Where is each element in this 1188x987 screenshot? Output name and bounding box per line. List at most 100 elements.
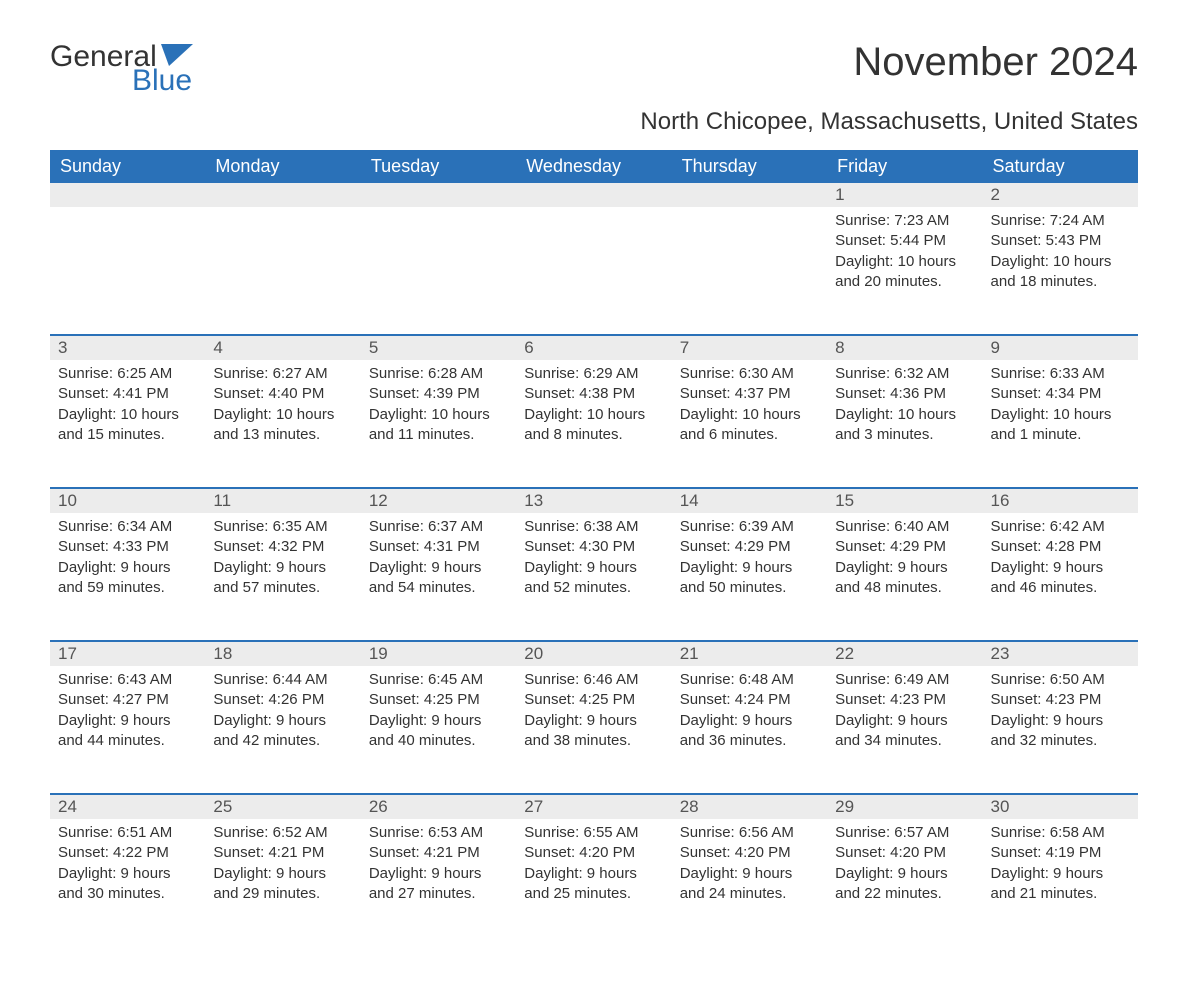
daylight-line: Daylight: 10 hours and 13 minutes. bbox=[213, 405, 352, 446]
day-number: 22 bbox=[827, 641, 982, 666]
sunset-line: Sunset: 4:38 PM bbox=[524, 384, 663, 404]
sunset-line: Sunset: 4:22 PM bbox=[58, 843, 197, 863]
day-details: Sunrise: 6:49 AMSunset: 4:23 PMDaylight:… bbox=[827, 666, 982, 761]
day-details: Sunrise: 6:32 AMSunset: 4:36 PMDaylight:… bbox=[827, 360, 982, 455]
day-cell: Sunrise: 6:56 AMSunset: 4:20 PMDaylight:… bbox=[672, 819, 827, 947]
day-number: 18 bbox=[205, 641, 360, 666]
day-details: Sunrise: 7:24 AMSunset: 5:43 PMDaylight:… bbox=[983, 207, 1138, 302]
daylight-line: Daylight: 10 hours and 20 minutes. bbox=[835, 252, 974, 293]
day-number: 7 bbox=[672, 335, 827, 360]
day-details: Sunrise: 6:45 AMSunset: 4:25 PMDaylight:… bbox=[361, 666, 516, 761]
day-cell: Sunrise: 7:24 AMSunset: 5:43 PMDaylight:… bbox=[983, 207, 1138, 335]
sunrise-line: Sunrise: 6:42 AM bbox=[991, 517, 1130, 537]
sunrise-line: Sunrise: 6:38 AM bbox=[524, 517, 663, 537]
daylight-line: Daylight: 9 hours and 48 minutes. bbox=[835, 558, 974, 599]
sunrise-line: Sunrise: 6:33 AM bbox=[991, 364, 1130, 384]
sunrise-line: Sunrise: 6:56 AM bbox=[680, 823, 819, 843]
day-cell: Sunrise: 6:27 AMSunset: 4:40 PMDaylight:… bbox=[205, 360, 360, 488]
day-number: 27 bbox=[516, 794, 671, 819]
day-cell: Sunrise: 6:43 AMSunset: 4:27 PMDaylight:… bbox=[50, 666, 205, 794]
empty-cell bbox=[672, 183, 827, 207]
day-cell: Sunrise: 6:38 AMSunset: 4:30 PMDaylight:… bbox=[516, 513, 671, 641]
sunset-line: Sunset: 4:32 PM bbox=[213, 537, 352, 557]
day-number: 19 bbox=[361, 641, 516, 666]
day-details: Sunrise: 6:34 AMSunset: 4:33 PMDaylight:… bbox=[50, 513, 205, 608]
sunrise-line: Sunrise: 6:30 AM bbox=[680, 364, 819, 384]
daylight-line: Daylight: 9 hours and 38 minutes. bbox=[524, 711, 663, 752]
day-details: Sunrise: 6:57 AMSunset: 4:20 PMDaylight:… bbox=[827, 819, 982, 914]
daylight-line: Daylight: 10 hours and 11 minutes. bbox=[369, 405, 508, 446]
sunset-line: Sunset: 4:21 PM bbox=[369, 843, 508, 863]
sunset-line: Sunset: 4:26 PM bbox=[213, 690, 352, 710]
day-details: Sunrise: 6:38 AMSunset: 4:30 PMDaylight:… bbox=[516, 513, 671, 608]
day-number: 3 bbox=[50, 335, 205, 360]
day-cell: Sunrise: 6:58 AMSunset: 4:19 PMDaylight:… bbox=[983, 819, 1138, 947]
day-details: Sunrise: 6:27 AMSunset: 4:40 PMDaylight:… bbox=[205, 360, 360, 455]
sunrise-line: Sunrise: 7:23 AM bbox=[835, 211, 974, 231]
sunset-line: Sunset: 4:23 PM bbox=[835, 690, 974, 710]
weekday-header: Thursday bbox=[672, 150, 827, 183]
day-cell: Sunrise: 6:49 AMSunset: 4:23 PMDaylight:… bbox=[827, 666, 982, 794]
sunrise-line: Sunrise: 6:40 AM bbox=[835, 517, 974, 537]
daylight-line: Daylight: 10 hours and 1 minute. bbox=[991, 405, 1130, 446]
day-number: 28 bbox=[672, 794, 827, 819]
day-details: Sunrise: 6:39 AMSunset: 4:29 PMDaylight:… bbox=[672, 513, 827, 608]
calendar-table: Sunday Monday Tuesday Wednesday Thursday… bbox=[50, 150, 1138, 947]
sunset-line: Sunset: 4:23 PM bbox=[991, 690, 1130, 710]
sunset-line: Sunset: 4:19 PM bbox=[991, 843, 1130, 863]
daycontent-row: Sunrise: 6:34 AMSunset: 4:33 PMDaylight:… bbox=[50, 513, 1138, 641]
logo: General Blue bbox=[50, 40, 193, 98]
day-cell: Sunrise: 6:30 AMSunset: 4:37 PMDaylight:… bbox=[672, 360, 827, 488]
sunrise-line: Sunrise: 6:48 AM bbox=[680, 670, 819, 690]
day-cell: Sunrise: 6:53 AMSunset: 4:21 PMDaylight:… bbox=[361, 819, 516, 947]
sunrise-line: Sunrise: 7:24 AM bbox=[991, 211, 1130, 231]
empty-cell bbox=[205, 207, 360, 335]
header: General Blue November 2024 bbox=[50, 40, 1138, 98]
day-number: 24 bbox=[50, 794, 205, 819]
sunrise-line: Sunrise: 6:52 AM bbox=[213, 823, 352, 843]
day-number: 26 bbox=[361, 794, 516, 819]
daylight-line: Daylight: 10 hours and 6 minutes. bbox=[680, 405, 819, 446]
day-number: 6 bbox=[516, 335, 671, 360]
day-number: 25 bbox=[205, 794, 360, 819]
day-number: 8 bbox=[827, 335, 982, 360]
sunset-line: Sunset: 5:44 PM bbox=[835, 231, 974, 251]
sunset-line: Sunset: 4:29 PM bbox=[835, 537, 974, 557]
weekday-header-row: Sunday Monday Tuesday Wednesday Thursday… bbox=[50, 150, 1138, 183]
empty-cell bbox=[50, 207, 205, 335]
daylight-line: Daylight: 10 hours and 3 minutes. bbox=[835, 405, 974, 446]
day-cell: Sunrise: 6:34 AMSunset: 4:33 PMDaylight:… bbox=[50, 513, 205, 641]
day-number: 4 bbox=[205, 335, 360, 360]
day-details: Sunrise: 6:48 AMSunset: 4:24 PMDaylight:… bbox=[672, 666, 827, 761]
day-cell: Sunrise: 6:37 AMSunset: 4:31 PMDaylight:… bbox=[361, 513, 516, 641]
day-number: 17 bbox=[50, 641, 205, 666]
day-cell: Sunrise: 6:40 AMSunset: 4:29 PMDaylight:… bbox=[827, 513, 982, 641]
day-number: 23 bbox=[983, 641, 1138, 666]
day-details: Sunrise: 6:58 AMSunset: 4:19 PMDaylight:… bbox=[983, 819, 1138, 914]
sunrise-line: Sunrise: 6:50 AM bbox=[991, 670, 1130, 690]
sunset-line: Sunset: 4:41 PM bbox=[58, 384, 197, 404]
day-cell: Sunrise: 6:46 AMSunset: 4:25 PMDaylight:… bbox=[516, 666, 671, 794]
weekday-header: Wednesday bbox=[516, 150, 671, 183]
empty-cell bbox=[516, 207, 671, 335]
sunset-line: Sunset: 4:20 PM bbox=[680, 843, 819, 863]
day-number: 11 bbox=[205, 488, 360, 513]
day-cell: Sunrise: 6:45 AMSunset: 4:25 PMDaylight:… bbox=[361, 666, 516, 794]
day-cell: Sunrise: 6:33 AMSunset: 4:34 PMDaylight:… bbox=[983, 360, 1138, 488]
sunrise-line: Sunrise: 6:27 AM bbox=[213, 364, 352, 384]
sunrise-line: Sunrise: 6:28 AM bbox=[369, 364, 508, 384]
day-cell: Sunrise: 6:44 AMSunset: 4:26 PMDaylight:… bbox=[205, 666, 360, 794]
sunset-line: Sunset: 4:20 PM bbox=[524, 843, 663, 863]
sunrise-line: Sunrise: 6:29 AM bbox=[524, 364, 663, 384]
day-details: Sunrise: 6:55 AMSunset: 4:20 PMDaylight:… bbox=[516, 819, 671, 914]
daylight-line: Daylight: 9 hours and 27 minutes. bbox=[369, 864, 508, 905]
weekday-header: Tuesday bbox=[361, 150, 516, 183]
empty-cell bbox=[205, 183, 360, 207]
day-details: Sunrise: 6:30 AMSunset: 4:37 PMDaylight:… bbox=[672, 360, 827, 455]
day-details: Sunrise: 6:52 AMSunset: 4:21 PMDaylight:… bbox=[205, 819, 360, 914]
weekday-header: Saturday bbox=[983, 150, 1138, 183]
day-details: Sunrise: 6:25 AMSunset: 4:41 PMDaylight:… bbox=[50, 360, 205, 455]
weekday-header: Monday bbox=[205, 150, 360, 183]
day-number: 10 bbox=[50, 488, 205, 513]
daylight-line: Daylight: 9 hours and 29 minutes. bbox=[213, 864, 352, 905]
